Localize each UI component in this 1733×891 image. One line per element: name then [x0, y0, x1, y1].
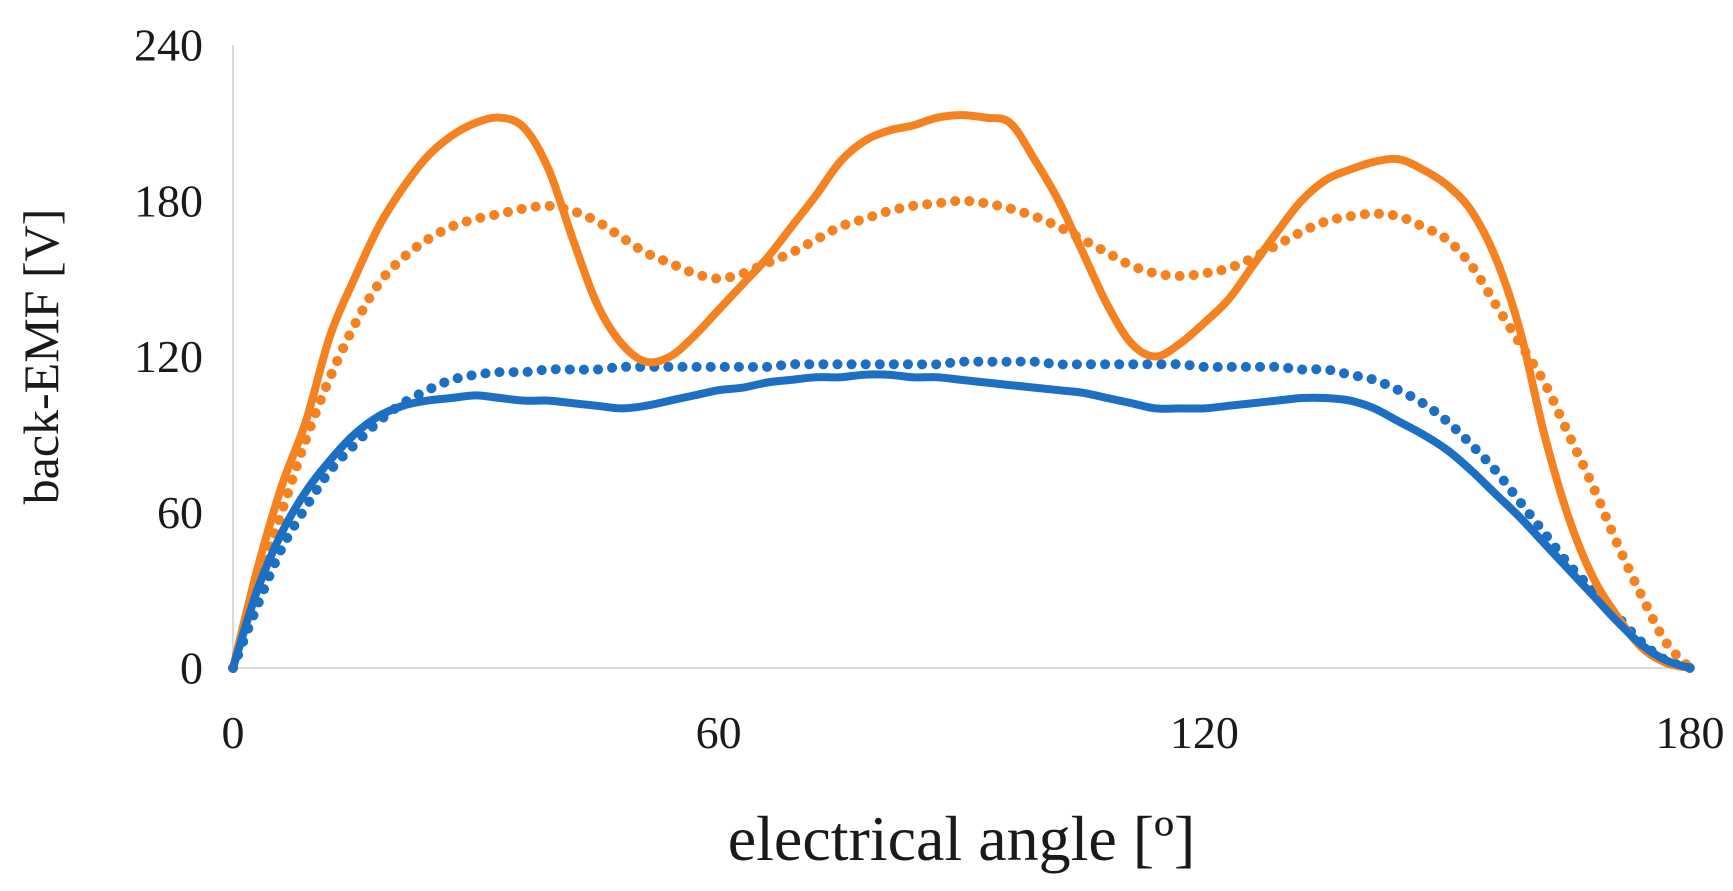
y-tick-label: 240 [134, 20, 203, 71]
series-line-blue-solid [229, 370, 1694, 672]
x-tick-labels: 0 60 120 180 [222, 707, 1725, 758]
x-axis-title: electrical angle [º] [728, 803, 1196, 874]
series-line-orange-dotted [228, 195, 1695, 673]
x-tick-label: 0 [222, 707, 245, 758]
series-line-blue-dotted [228, 356, 1695, 673]
x-tick-label: 60 [696, 707, 742, 758]
y-axis-title: back-EMF [V] [13, 209, 69, 505]
series-line-orange-solid [229, 111, 1694, 672]
y-tick-labels: 0 60 120 180 240 [134, 20, 203, 694]
x-tick-label: 120 [1170, 707, 1239, 758]
y-tick-label: 60 [157, 487, 203, 538]
y-tick-label: 180 [134, 175, 203, 226]
series-layer [228, 111, 1695, 673]
y-tick-label: 120 [134, 331, 203, 382]
axes [232, 45, 1690, 669]
x-tick-label: 180 [1656, 707, 1725, 758]
y-tick-label: 0 [180, 643, 203, 694]
